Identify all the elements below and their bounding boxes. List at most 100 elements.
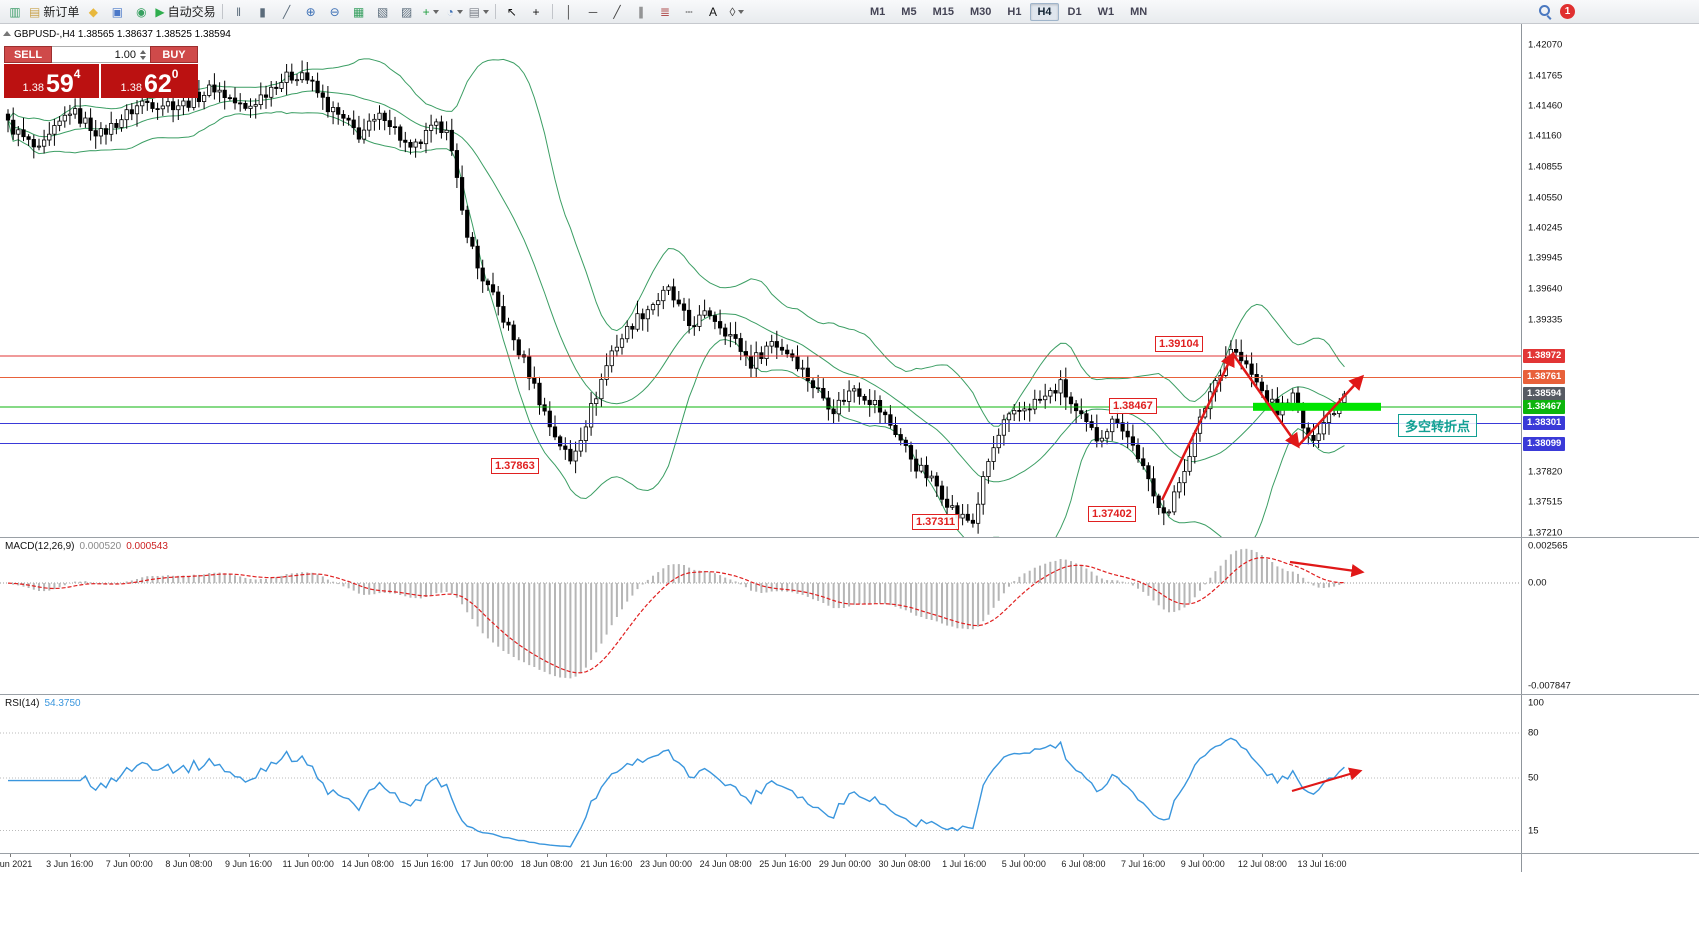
main-chart-panel: GBPUSD-,H4 1.38565 1.38637 1.38525 1.385… [0, 24, 1521, 537]
price-axis-label: 1.39335 [1528, 314, 1563, 326]
price-chart-canvas[interactable] [0, 24, 1521, 537]
channel-icon[interactable]: ∥ [630, 1, 652, 22]
zoom-in-icon[interactable]: ⊕ [300, 1, 322, 22]
time-axis[interactable]: 2 Jun 2021 3 Jun 16:00 7 Jun 00:00 8 Jun 08… [0, 854, 1521, 872]
cursor-icon[interactable]: ↖ [501, 1, 523, 22]
metaeditor-icon-glyph: ◆ [88, 4, 98, 19]
autotrading-button-glyph: ▶ [155, 4, 165, 19]
rsi-panel: RSI(14) 54.3750 [0, 695, 1521, 853]
new-order-button-label: 新订单 [43, 5, 80, 19]
data-window-icon[interactable]: ▣ [106, 1, 128, 22]
spinner-down-icon[interactable] [140, 55, 146, 60]
macd-name: MACD(12,26,9) [5, 541, 75, 552]
candlestick-type-icon-glyph: ▮ [259, 4, 266, 19]
time-axis-label: 1 Jul 16:00 [942, 859, 987, 869]
one-click-collapse-icon[interactable] [3, 31, 11, 36]
price-axis-label: 100 [1528, 697, 1544, 709]
timeframe-h4[interactable]: H4 [1030, 2, 1059, 21]
arrows-tool-icon-glyph: ◊ [729, 4, 736, 19]
timeframe-m5[interactable]: M5 [901, 5, 917, 18]
trendline-icon[interactable]: ╱ [606, 1, 628, 22]
arrows-tool-icon[interactable]: ◊ [726, 1, 748, 22]
notification-badge[interactable]: 1 [1560, 4, 1575, 19]
time-axis-label: 18 Jun 08:00 [520, 859, 573, 869]
candlestick-type-icon[interactable]: ▮ [252, 1, 274, 22]
time-axis-label: 3 Jun 16:00 [46, 859, 94, 869]
time-axis-label: 12 Jul 08:00 [1237, 859, 1287, 869]
period-icon[interactable]: ◔ [444, 1, 466, 22]
time-axis-label: 29 Jun 00:00 [818, 859, 871, 869]
spinner-up-icon[interactable] [140, 49, 146, 54]
timeframe-w1[interactable]: W1 [1097, 5, 1115, 18]
toolbar-right: 1 [1538, 0, 1575, 23]
price-callout-label: 1.37863 [491, 458, 539, 474]
new-chart-icon[interactable]: ▥ [4, 1, 26, 22]
time-axis-tick [546, 854, 548, 857]
timeframe-d1[interactable]: D1 [1067, 5, 1082, 18]
ask-big-digits: 62 [143, 70, 172, 98]
arrange-windows-icon[interactable]: ▨ [396, 1, 418, 22]
timeframe-m1[interactable]: M1 [870, 5, 886, 18]
autotrading-button[interactable]: ▶ 自动交易 [154, 1, 216, 22]
price-axis-label: 1.37820 [1528, 466, 1563, 478]
metaeditor-icon[interactable]: ◆ [82, 1, 104, 22]
new-order-button[interactable]: ▤ 新订单 [28, 1, 80, 22]
gann-grid-icon[interactable]: ┄ [678, 1, 700, 22]
timeframe-toolbar: M1 M5 M15 M30 H1 H4 D1 W1 MN [862, 0, 1155, 23]
template-icon-glyph: ▤ [468, 4, 480, 19]
time-axis-tick [606, 854, 608, 857]
navigator-icon-glyph: ◉ [136, 4, 147, 19]
tile-windows-icon[interactable]: ▦ [348, 1, 370, 22]
template-icon[interactable]: ▤ [468, 1, 490, 22]
rsi-value: 54.3750 [44, 698, 81, 709]
text-tool-icon[interactable]: A [702, 1, 724, 22]
timeframe-mn[interactable]: MN [1130, 5, 1148, 18]
autotrading-button-label: 自动交易 [167, 5, 216, 19]
time-axis-tick [904, 854, 906, 857]
macd-canvas[interactable] [0, 538, 1521, 694]
crosshair-icon[interactable]: + [525, 1, 547, 22]
zoom-out-icon-glyph: ⊖ [329, 4, 340, 19]
chevron-down-icon [482, 9, 489, 14]
cascade-windows-icon[interactable]: ▧ [372, 1, 394, 22]
price-axis[interactable]: 1.42070 1.41765 1.41460 1.41160 1.40855 1.405… [1521, 24, 1699, 872]
sell-price-display[interactable]: 1.38 59 4 [4, 64, 99, 98]
timeframe-m30[interactable]: M30 [969, 5, 992, 18]
price-axis-label: 1.41765 [1528, 70, 1563, 82]
price-axis-label: 0.00 [1528, 577, 1547, 589]
macd-value-signal: 0.000543 [126, 541, 168, 552]
time-axis-label: 13 Jul 16:00 [1297, 859, 1347, 869]
navigator-icon[interactable]: ◉ [130, 1, 152, 22]
panel-divider[interactable] [0, 853, 1699, 854]
zoom-out-icon[interactable]: ⊖ [324, 1, 346, 22]
price-axis-label: 1.40245 [1528, 222, 1563, 234]
fibonacci-icon[interactable]: ≣ [654, 1, 676, 22]
buy-price-display[interactable]: 1.38 62 0 [101, 64, 198, 98]
vertical-line-icon[interactable]: │ [558, 1, 580, 22]
rsi-canvas[interactable] [0, 695, 1521, 853]
price-axis-label: -0.007847 [1528, 680, 1571, 692]
buy-button[interactable]: BUY [150, 46, 198, 63]
panel-divider[interactable] [0, 537, 1699, 538]
sell-button[interactable]: SELL [4, 46, 52, 63]
search-icon[interactable] [1538, 4, 1553, 19]
price-axis-label: 1.40855 [1528, 161, 1563, 173]
rsi-name: RSI(14) [5, 698, 40, 709]
bar-chart-type-icon[interactable]: ‖ [228, 1, 250, 22]
macd-value-main: 0.000520 [79, 541, 122, 552]
vertical-line-icon-glyph: │ [565, 4, 573, 19]
time-axis-label: 21 Jun 16:00 [580, 859, 633, 869]
ask-pip-digit: 0 [171, 67, 179, 81]
panel-divider[interactable] [0, 694, 1699, 695]
chevron-down-icon [456, 9, 463, 14]
time-axis-label: 7 Jul 16:00 [1121, 859, 1166, 869]
add-indicator-icon[interactable]: + [420, 1, 442, 22]
line-chart-type-icon[interactable]: ╱ [276, 1, 298, 22]
time-axis-label: 15 Jun 16:00 [401, 859, 454, 869]
timeframe-h1[interactable]: H1 [1007, 5, 1022, 18]
lot-size-field[interactable]: 1.00 [52, 46, 150, 63]
toolbar-separator [551, 4, 553, 19]
horizontal-line-icon[interactable]: ─ [582, 1, 604, 22]
lot-spinner[interactable] [140, 49, 146, 60]
timeframe-m15[interactable]: M15 [932, 5, 954, 18]
